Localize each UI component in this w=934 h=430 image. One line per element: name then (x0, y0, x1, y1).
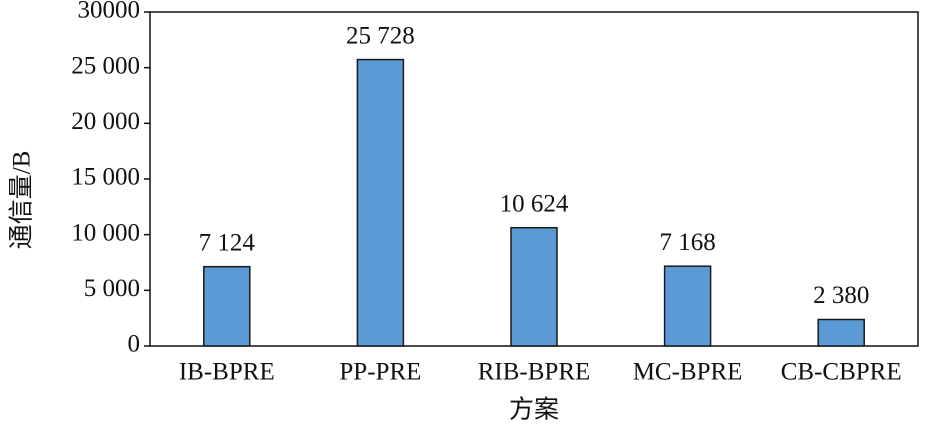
x-tick-label: PP-PRE (339, 359, 421, 386)
data-label: 7 168 (659, 229, 715, 256)
y-tick-label: 25 000 (71, 52, 140, 79)
bar (663, 265, 712, 347)
x-tick-label: IB-BPRE (179, 359, 275, 386)
data-label: 25 728 (346, 22, 415, 49)
bar (817, 318, 865, 347)
x-axis-label: 方案 (509, 396, 559, 424)
x-tick-label: MC-BPRE (633, 359, 743, 386)
y-tick-label: 30000 (78, 0, 141, 24)
bar (356, 58, 405, 347)
x-tick-label: RIB-BPRE (478, 359, 591, 386)
y-tick-label: 5 000 (84, 275, 140, 302)
x-tick-label: CB-CBPRE (781, 359, 902, 386)
data-label: 2 380 (813, 282, 869, 309)
y-tick-label: 0 (128, 331, 141, 358)
data-label: 7 124 (199, 229, 256, 256)
y-tick-label: 10 000 (71, 219, 140, 246)
y-tick-label: 20 000 (71, 108, 140, 135)
bar (510, 226, 558, 347)
data-label: 10 624 (500, 190, 569, 217)
y-tick-label: 15 000 (71, 164, 140, 191)
y-axis-label: 通信量/B (8, 151, 36, 250)
bar (203, 265, 251, 347)
